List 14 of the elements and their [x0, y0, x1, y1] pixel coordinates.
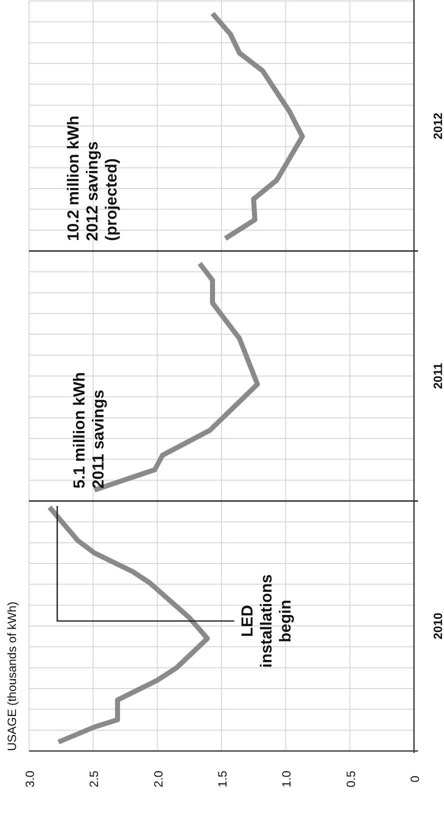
annotation: 5.1 million kWh 2011 savings — [72, 372, 108, 488]
text: USAGE (thousands of kWh) — [5, 602, 19, 751]
y-tick-label: 2012 — [431, 112, 444, 140]
x-tick-label: 2.5 — [87, 770, 102, 788]
x-tick-label: 3.0 — [23, 770, 37, 788]
x-tick-label: 0 — [408, 775, 422, 782]
y-tick-label: 2011 — [431, 362, 444, 390]
y-tick-label: 2010 — [431, 612, 444, 640]
annotation: LED installations begin — [239, 574, 294, 668]
x-tick-label: 1.0 — [280, 770, 294, 788]
x-tick-label: 2.0 — [151, 770, 166, 788]
x-tick-label: 1.5 — [216, 770, 230, 788]
x-tick-label: 0.5 — [344, 770, 358, 788]
annotation: 10.2 million kWh 2012 savings (projected) — [65, 116, 120, 241]
